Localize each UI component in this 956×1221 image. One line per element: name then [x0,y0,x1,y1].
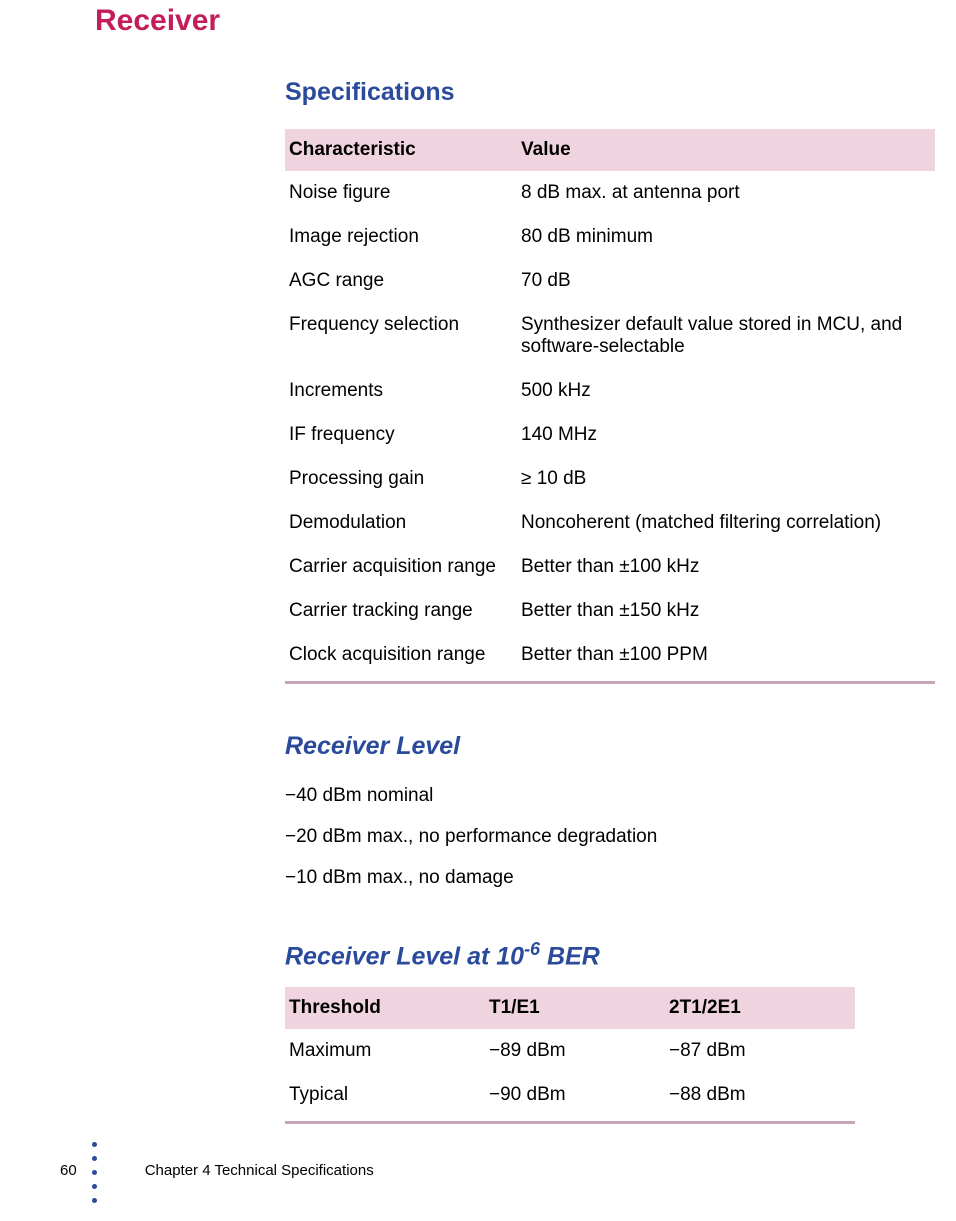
table-row: Carrier tracking rangeBetter than ±150 k… [285,589,935,633]
table-row: Increments500 kHz [285,369,935,413]
cell: 500 kHz [517,369,935,413]
content-area: Specifications Characteristic Value Nois… [285,78,935,1124]
cell: −89 dBm [485,1029,665,1073]
ber-heading-exponent: -6 [524,939,540,959]
cell: Increments [285,369,517,413]
cell: Processing gain [285,457,517,501]
cell: 70 dB [517,259,935,303]
column-header: Characteristic [285,129,517,171]
dot-icon [92,1198,97,1203]
list-item: −10 dBm max., no damage [285,867,935,889]
receiver-level-heading: Receiver Level [285,732,935,761]
table-row: Carrier acquisition rangeBetter than ±10… [285,545,935,589]
cell: Carrier acquisition range [285,545,517,589]
dot-icon [92,1156,97,1161]
dot-icon [92,1142,97,1147]
cell: Carrier tracking range [285,589,517,633]
cell: Image rejection [285,215,517,259]
cell: −88 dBm [665,1073,855,1117]
cell: Clock acquisition range [285,633,517,677]
table-row: Clock acquisition rangeBetter than ±100 … [285,633,935,677]
cell: Synthesizer default value stored in MCU,… [517,303,935,369]
page-number: 60 [60,1162,77,1179]
cell: Demodulation [285,501,517,545]
cell: 140 MHz [517,413,935,457]
footer-chapter: Chapter 4 Technical Specifications [145,1162,374,1179]
table-row: Image rejection80 dB minimum [285,215,935,259]
page-footer: 60 Chapter 4 Technical Specifications [60,1162,374,1179]
table-row: DemodulationNoncoherent (matched filteri… [285,501,935,545]
cell: Frequency selection [285,303,517,369]
table-row: Noise figure8 dB max. at antenna port [285,171,935,215]
cell: Noncoherent (matched filtering correlati… [517,501,935,545]
cell: Typical [285,1073,485,1117]
table-row: Maximum −89 dBm −87 dBm [285,1029,855,1073]
cell: Better than ±150 kHz [517,589,935,633]
cell: −90 dBm [485,1073,665,1117]
cell: 8 dB max. at antenna port [517,171,935,215]
table-header-row: Characteristic Value [285,129,935,171]
cell: 80 dB minimum [517,215,935,259]
table-row: Frequency selectionSynthesizer default v… [285,303,935,369]
ber-heading-suffix: BER [540,942,600,970]
list-item: −20 dBm max., no performance degradation [285,826,935,848]
table-row: AGC range70 dB [285,259,935,303]
specifications-heading: Specifications [285,78,935,107]
table-divider [285,681,935,684]
column-header: Threshold [285,987,485,1029]
cell: ≥ 10 dB [517,457,935,501]
column-header: T1/E1 [485,987,665,1029]
table-row: Typical −90 dBm −88 dBm [285,1073,855,1117]
column-header: Value [517,129,935,171]
table-header-row: Threshold T1/E1 2T1/2E1 [285,987,855,1029]
cell: Better than ±100 kHz [517,545,935,589]
cell: Maximum [285,1029,485,1073]
table-row: IF frequency140 MHz [285,413,935,457]
table-row: Processing gain≥ 10 dB [285,457,935,501]
list-item: −40 dBm nominal [285,785,935,807]
ber-table: Threshold T1/E1 2T1/2E1 Maximum −89 dBm … [285,987,855,1117]
specifications-table: Characteristic Value Noise figure8 dB ma… [285,129,935,677]
column-header: 2T1/2E1 [665,987,855,1029]
table-divider [285,1121,855,1124]
cell: −87 dBm [665,1029,855,1073]
cell: AGC range [285,259,517,303]
cell: IF frequency [285,413,517,457]
dot-icon [92,1184,97,1189]
receiver-level-list: −40 dBm nominal −20 dBm max., no perform… [285,785,935,889]
cell: Better than ±100 PPM [517,633,935,677]
ber-heading: Receiver Level at 10-6 BER [285,939,935,971]
cell: Noise figure [285,171,517,215]
page-title: Receiver [95,4,220,38]
ber-heading-prefix: Receiver Level at 10 [285,942,524,970]
page-container: Receiver Specifications Characteristic V… [0,0,956,1221]
